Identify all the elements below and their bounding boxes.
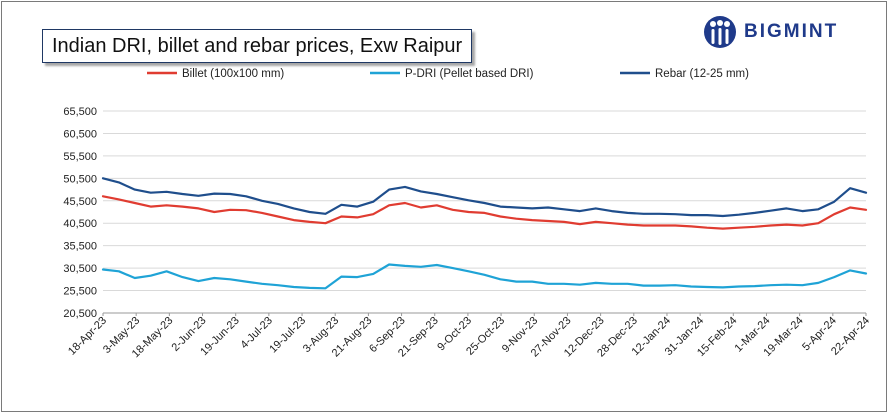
legend: Billet (100x100 mm) P-DRI (Pellet based D… (147, 68, 749, 80)
grid-lines (103, 110, 866, 314)
brand-name: BIGMINT (744, 21, 839, 42)
y-tick-label: 50,500 (63, 173, 97, 185)
brand-logo: BIGMINT (703, 14, 838, 50)
brand-logo-icon (704, 16, 736, 48)
series-line-1 (101, 263, 868, 290)
legend-label: Billet (100x100 mm) (182, 68, 284, 80)
y-tick-label: 40,500 (63, 218, 97, 230)
x-axis: 18-Apr-233-May-2318-May-232-Jun-2319-Jun… (66, 312, 872, 360)
chart-title-box: Indian DRI, billet and rebar prices, Exw… (42, 29, 473, 63)
y-tick-label: 60,500 (63, 128, 97, 140)
y-tick-label: 30,500 (63, 263, 97, 275)
series-line-2 (101, 177, 868, 218)
chart-title: Indian DRI, billet and rebar prices, Exw… (52, 34, 463, 57)
series-lines (101, 177, 868, 290)
legend-label: Rebar (12-25 mm) (655, 68, 749, 80)
x-tick-label: 18-Apr-23 (66, 315, 109, 358)
y-tick-label: 20,500 (63, 308, 97, 320)
series-line-0 (101, 195, 868, 230)
y-tick-label: 65,500 (63, 106, 97, 118)
y-tick-label: 55,500 (63, 151, 97, 163)
y-tick-label: 35,500 (63, 241, 97, 253)
legend-label: P-DRI (Pellet based DRI) (405, 68, 534, 80)
x-tick-label: 19-Jul-23 (267, 315, 308, 356)
y-tick-label: 25,500 (63, 286, 97, 298)
y-axis: 20,500 25,500 30,500 35,500 40,500 45,500 50,5… (63, 106, 97, 320)
y-tick-label: 45,500 (63, 196, 97, 208)
